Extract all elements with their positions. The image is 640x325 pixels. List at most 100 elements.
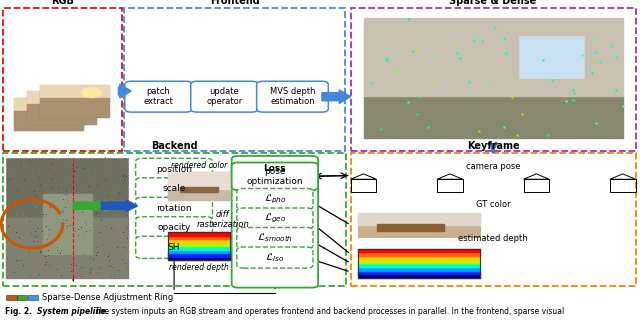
Bar [168,232,230,236]
Text: pose
optimization: pose optimization [246,167,303,186]
FancyBboxPatch shape [237,227,313,249]
Bar [358,249,480,252]
Bar [124,8,345,151]
Bar [168,172,230,200]
FancyBboxPatch shape [237,247,313,268]
Bar [358,263,480,267]
FancyBboxPatch shape [232,156,318,288]
FancyBboxPatch shape [136,178,212,200]
Bar [364,18,623,138]
Text: The system inputs an RGB stream and operates frontend and backend processes in p: The system inputs an RGB stream and oper… [95,307,564,316]
Bar [364,18,623,96]
Bar [6,218,128,278]
Text: rendered color: rendered color [171,161,227,170]
Text: diff
rasterization: diff rasterization [196,210,249,229]
Text: System pipeline.: System pipeline. [37,307,109,316]
Bar [168,189,230,200]
Bar [610,179,636,192]
Text: RGB: RGB [51,0,74,6]
Bar [17,295,28,300]
Bar [364,96,623,138]
Bar [358,213,480,237]
Bar [168,253,230,256]
Bar [358,260,480,263]
Text: Frontend: Frontend [210,0,259,6]
Bar [358,270,480,274]
Bar [28,295,38,300]
Text: Keyframe: Keyframe [467,141,520,151]
Bar [3,153,346,286]
Bar [168,239,230,243]
Text: SH: SH [168,243,180,252]
Text: Sparse-Dense Adjustment Ring: Sparse-Dense Adjustment Ring [42,293,173,302]
FancyBboxPatch shape [136,217,212,239]
Bar [180,188,218,191]
Bar [168,256,230,260]
Circle shape [56,101,76,111]
Text: scale: scale [163,184,186,193]
Polygon shape [322,90,351,103]
Text: $\mathcal{L}_{pho}$: $\mathcal{L}_{pho}$ [264,192,286,206]
Bar [14,98,83,111]
FancyBboxPatch shape [257,81,328,112]
Bar [358,213,480,225]
Bar [351,179,376,192]
Bar [351,8,636,151]
Polygon shape [118,84,131,98]
Bar [40,98,109,117]
Bar [6,295,17,300]
Text: rotation: rotation [156,204,192,213]
Bar [40,84,109,98]
Circle shape [82,88,101,97]
Text: Loss: Loss [264,164,286,173]
Bar [43,194,92,254]
Text: Sparse & Dense: Sparse & Dense [449,0,537,6]
Bar [168,246,230,250]
Bar [14,98,83,130]
Circle shape [69,94,88,104]
FancyBboxPatch shape [136,197,212,219]
Bar [27,91,96,124]
Text: update
operator: update operator [206,87,243,106]
Bar [358,256,480,260]
Text: Fig. 2.: Fig. 2. [5,307,32,316]
Bar [376,224,444,231]
Bar [358,252,480,256]
Bar [519,36,584,78]
Text: $\mathcal{L}_{geo}$: $\mathcal{L}_{geo}$ [264,212,286,225]
Text: MVS depth
estimation: MVS depth estimation [269,87,316,106]
Text: Backend: Backend [151,141,198,151]
Bar [3,8,122,151]
Bar [358,274,480,278]
FancyBboxPatch shape [237,208,313,229]
Text: camera pose: camera pose [466,162,520,171]
Bar [6,158,128,278]
Bar [168,243,230,246]
Bar [27,104,96,124]
Polygon shape [73,200,116,212]
Bar [168,236,230,239]
Bar [437,179,463,192]
FancyBboxPatch shape [232,162,318,190]
Bar [358,267,480,270]
Text: patch
extract: patch extract [143,87,173,106]
FancyBboxPatch shape [125,81,192,112]
Polygon shape [101,200,138,212]
FancyBboxPatch shape [191,81,258,112]
Bar [27,91,96,104]
Bar [168,250,230,253]
Text: $\mathcal{L}_{iso}$: $\mathcal{L}_{iso}$ [265,251,285,264]
Text: GT color: GT color [476,200,511,209]
Text: rendered depth: rendered depth [169,263,229,272]
Bar [351,153,636,286]
Bar [168,172,230,189]
Bar [14,111,83,130]
Bar [168,232,230,260]
Bar [358,249,480,278]
Text: $\mathcal{L}_{smooth}$: $\mathcal{L}_{smooth}$ [257,232,293,244]
Text: estimated depth: estimated depth [458,234,528,243]
Bar [524,179,549,192]
FancyBboxPatch shape [136,236,212,258]
FancyBboxPatch shape [136,158,212,180]
FancyBboxPatch shape [237,188,313,210]
